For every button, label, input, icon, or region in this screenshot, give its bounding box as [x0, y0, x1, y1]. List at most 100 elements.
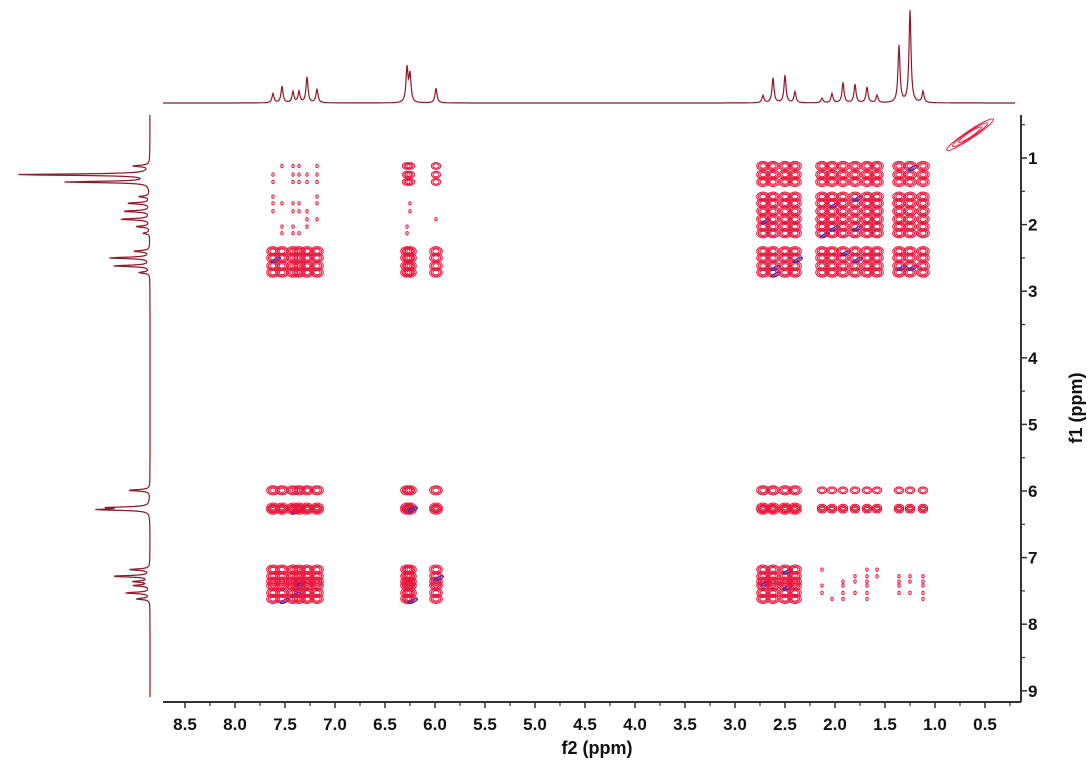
diagonal-peak-contour [952, 122, 988, 148]
cross-peak-contour [759, 566, 767, 573]
cross-peak-contour [906, 193, 914, 200]
cross-peak-contour [756, 587, 770, 598]
cross-peak [405, 231, 409, 236]
cross-peak-contour [828, 179, 836, 185]
f2-projection-trace [163, 10, 1015, 104]
cross-peak-contour [313, 269, 321, 276]
cross-peak-contour [919, 223, 927, 230]
cross-peak-contour [769, 230, 777, 236]
cross-peak-contour [839, 255, 847, 261]
cross-peak-contour [287, 247, 299, 256]
cross-peak-contour [818, 179, 826, 185]
cross-peak-contour [839, 263, 847, 269]
cross-peak [820, 567, 824, 572]
cross-peak-contour [404, 178, 416, 186]
cross-peak-contour [816, 170, 828, 179]
cross-peak-contour [781, 263, 789, 269]
cross-peak-contour [432, 179, 440, 185]
x-axis-title: f2 (ppm) [562, 738, 633, 758]
cross-peak-contour [432, 263, 440, 269]
cross-peak-contour [278, 248, 286, 254]
cross-peak-contour [916, 160, 930, 172]
cross-peak-contour [303, 590, 311, 596]
cross-peak-contour [863, 200, 871, 206]
cross-peak-contour [906, 487, 914, 494]
cross-peak-contour [404, 565, 416, 574]
cross-peak-contour [269, 248, 277, 254]
cross-peak [908, 579, 912, 584]
cross-peak-contour [870, 221, 884, 232]
cross-peak [841, 590, 845, 595]
cross-peak-contour [848, 246, 862, 257]
cross-peak-contour [788, 593, 802, 604]
cross-peak-contour [916, 176, 930, 188]
cross-peak-contour [836, 221, 850, 232]
cross-peak-contour [788, 221, 802, 232]
cross-peak-contour [861, 222, 873, 231]
cross-peak-contour [839, 200, 847, 206]
cross-peak-contour [300, 587, 314, 598]
cross-peak-contour [828, 506, 836, 513]
cross-peak-contour [404, 581, 416, 590]
cross-peak-contour [828, 193, 836, 200]
cross-peak-block [816, 486, 883, 514]
cross-peak-contour [303, 263, 311, 269]
cross-peak-contour [851, 269, 859, 276]
cross-peak [908, 590, 912, 595]
cross-peak-contour [871, 162, 883, 170]
cross-peak-contour [429, 564, 443, 575]
cross-peak-contour [432, 248, 440, 254]
cross-peak-contour [904, 170, 916, 179]
cross-peak-contour [895, 230, 903, 236]
y-tick-label: 6 [1028, 482, 1037, 501]
negative-contour [792, 256, 804, 263]
cross-peak-contour [779, 178, 791, 186]
cross-peak-contour [839, 506, 847, 513]
cross-peak-contour [863, 230, 871, 236]
cross-peak [291, 201, 295, 206]
cross-peak-contour [919, 171, 927, 178]
cross-peak-contour [873, 171, 881, 178]
cross-peak-contour [919, 504, 927, 511]
cross-peak-contour [767, 565, 779, 574]
cross-peak-contour [401, 486, 413, 495]
cross-peak-contour [818, 171, 826, 178]
cross-peak-contour [873, 216, 881, 222]
cross-peak-contour [904, 222, 916, 231]
x-tick-label: 5.5 [473, 715, 497, 734]
cross-peak-contour [429, 502, 443, 513]
cross-peak-contour [310, 502, 324, 513]
cross-peak [297, 163, 301, 169]
cross-peak-contour [863, 263, 871, 269]
y-tick-label: 7 [1028, 549, 1037, 568]
cross-peak [875, 567, 879, 572]
cross-peak-contour [759, 208, 767, 214]
cross-peak-block [400, 564, 445, 604]
cross-peak [315, 179, 319, 185]
cross-peak-contour [769, 590, 777, 596]
cross-peak-contour [767, 505, 779, 514]
cross-peak-contour [278, 487, 286, 494]
cross-peak-block [815, 246, 884, 278]
cross-peak-contour [906, 269, 914, 276]
cross-peak-contour [759, 200, 767, 206]
cross-peak-contour [791, 193, 799, 200]
cross-peak-contour [767, 222, 779, 231]
cross-peak-contour [404, 247, 416, 256]
cross-peak-contour [766, 221, 780, 232]
x-tick-label: 5.0 [523, 715, 547, 734]
cross-peak-contour [870, 246, 884, 257]
cross-peak-contour [767, 247, 779, 256]
cross-peak-contour [756, 564, 770, 575]
cross-peak-contour [826, 503, 838, 512]
cross-peak [305, 224, 309, 229]
cross-peak-contour [828, 487, 836, 494]
cross-peak-contour [789, 581, 801, 590]
cross-peak-contour [818, 208, 826, 214]
x-tick-label: 4.5 [573, 715, 597, 734]
cross-peak-contour [919, 248, 927, 254]
cross-peak-contour [403, 485, 417, 496]
cross-peak-contour [818, 163, 826, 169]
cross-peak-contour [406, 248, 414, 254]
cross-peak-contour [292, 564, 306, 575]
